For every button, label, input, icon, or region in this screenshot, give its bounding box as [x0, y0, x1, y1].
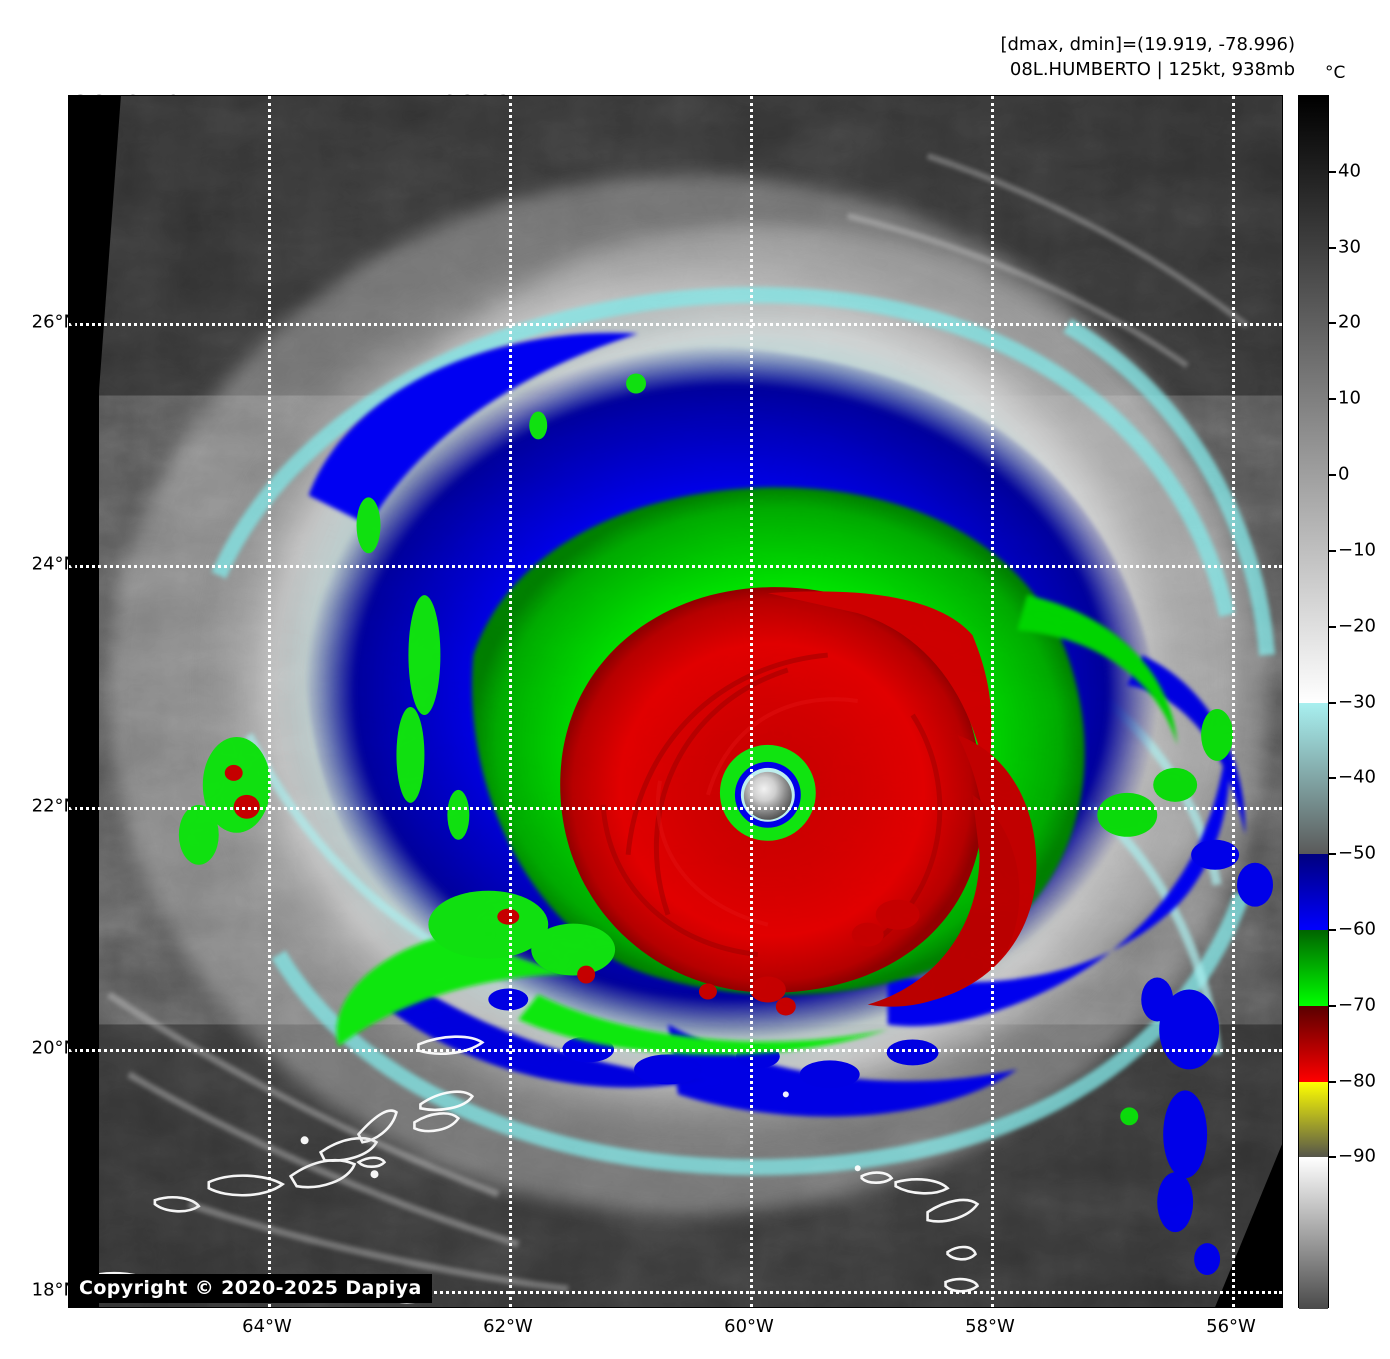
xtick-58W: 58°W	[965, 1316, 1015, 1337]
colorbar-tick-20: 20	[1338, 311, 1361, 333]
colorbar-segment-white-to-gray	[1299, 1157, 1328, 1309]
colorbar-segment-dark-red-to-red	[1299, 1005, 1328, 1082]
colorbar-segment-dark-green-to-green	[1299, 929, 1328, 1006]
colorbar-tickmark-10	[1329, 398, 1336, 401]
colorbar-tickmark-neg10	[1329, 549, 1336, 552]
colorbar-tick-neg90: −90	[1338, 1145, 1376, 1167]
colorbar-tickmark-neg80	[1329, 1080, 1336, 1083]
temperature-colorbar[interactable]	[1298, 95, 1329, 1309]
ytick-20N: 20°N	[31, 1037, 77, 1059]
xtick-64W: 64°W	[242, 1316, 292, 1337]
colorbar-segment-grayscale-warm	[1299, 96, 1328, 703]
colorbar-tickmark-neg30	[1329, 701, 1336, 704]
ytick-18N: 18°N	[31, 1279, 77, 1301]
colorbar-segment-dark-blue-to-blue	[1299, 854, 1328, 930]
colorbar-tick-neg40: −40	[1338, 766, 1376, 788]
colorbar-tickmark-neg60	[1329, 928, 1336, 931]
copyright-label: Copyright © 2020-2025 Dapiya	[69, 1274, 432, 1303]
colorbar-tickmark-neg20	[1329, 625, 1336, 628]
colorbar-tick-40: 40	[1338, 160, 1361, 182]
colorbar-tickmark-40	[1329, 170, 1336, 173]
colorbar-tick-neg70: −70	[1338, 994, 1376, 1016]
colorbar-tick-neg20: −20	[1338, 615, 1376, 637]
colorbar-tickmark-20	[1329, 322, 1336, 325]
satellite-image-plot[interactable]	[68, 95, 1283, 1308]
colorbar-tickmark-neg40	[1329, 777, 1336, 780]
colorbar-tick-neg50: −50	[1338, 842, 1376, 864]
ytick-26N: 26°N	[31, 311, 77, 333]
xtick-62W: 62°W	[483, 1316, 533, 1337]
ytick-24N: 24°N	[31, 553, 77, 575]
ytick-22N: 22°N	[31, 795, 77, 817]
colorbar-tick-neg30: −30	[1338, 691, 1376, 712]
colorbar-tickmark-neg70	[1329, 1004, 1336, 1007]
satellite-raster	[69, 96, 1282, 1307]
dmax-dmin-label: [dmax, dmin]=(19.919, -78.996)	[1000, 34, 1295, 55]
colorbar-tick-neg10: −10	[1338, 539, 1376, 561]
colorbar-segment-yellow-to-olive	[1299, 1081, 1328, 1158]
colorbar-tickmark-30	[1329, 246, 1336, 249]
colorbar-segment-cyan-to-gray	[1299, 702, 1328, 855]
colorbar-tickmark-neg50	[1329, 853, 1336, 856]
metadata-block: [dmax, dmin]=(19.919, -78.996) 08L.HUMBE…	[1000, 32, 1295, 82]
storm-info-label: 08L.HUMBERTO | 125kt, 938mb	[1009, 59, 1295, 80]
colorbar-tick-neg80: −80	[1338, 1070, 1376, 1092]
colorbar-unit-label: °C	[1325, 63, 1346, 83]
colorbar-tick-30: 30	[1338, 236, 1361, 258]
colorbar-tickmark-neg90	[1329, 1156, 1336, 1159]
satellite-imagery	[69, 96, 1282, 1307]
xtick-60W: 60°W	[724, 1316, 774, 1337]
colorbar-tick-neg60: −60	[1338, 918, 1376, 940]
colorbar-tick-0: 0	[1338, 463, 1350, 485]
colorbar-tick-10: 10	[1338, 387, 1361, 409]
colorbar-tickmark-0	[1329, 474, 1336, 477]
xtick-56W: 56°W	[1206, 1316, 1256, 1337]
